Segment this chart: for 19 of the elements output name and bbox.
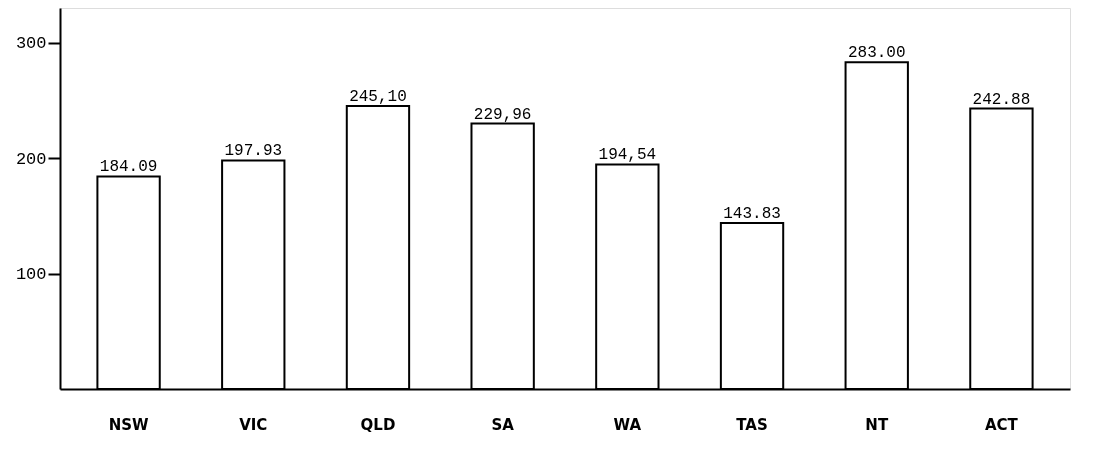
x-tick-label: NT bbox=[865, 415, 889, 434]
data-label: 197.93 bbox=[224, 142, 283, 161]
data-label: 143.83 bbox=[723, 204, 781, 223]
x-tick-label: WA bbox=[613, 415, 642, 434]
y-tick-label: 100 bbox=[15, 265, 47, 285]
x-tick-label: VIC bbox=[239, 415, 268, 434]
x-tick-label: NSW bbox=[108, 415, 149, 434]
x-tick-label: SA bbox=[491, 415, 515, 434]
y-tick-label: 300 bbox=[15, 34, 47, 54]
data-label: 242.88 bbox=[972, 90, 1031, 109]
data-label: 184.09 bbox=[99, 158, 158, 177]
data-label: 229,96 bbox=[473, 105, 532, 124]
x-tick-label: TAS bbox=[736, 415, 768, 434]
data-label: 194,54 bbox=[598, 146, 657, 165]
x-tick-label: ACT bbox=[984, 415, 1019, 434]
data-label: 245,10 bbox=[349, 88, 407, 107]
data-label: 283.00 bbox=[847, 44, 906, 63]
x-tick-label: QLD bbox=[360, 415, 396, 434]
y-tick-label: 200 bbox=[15, 149, 47, 169]
